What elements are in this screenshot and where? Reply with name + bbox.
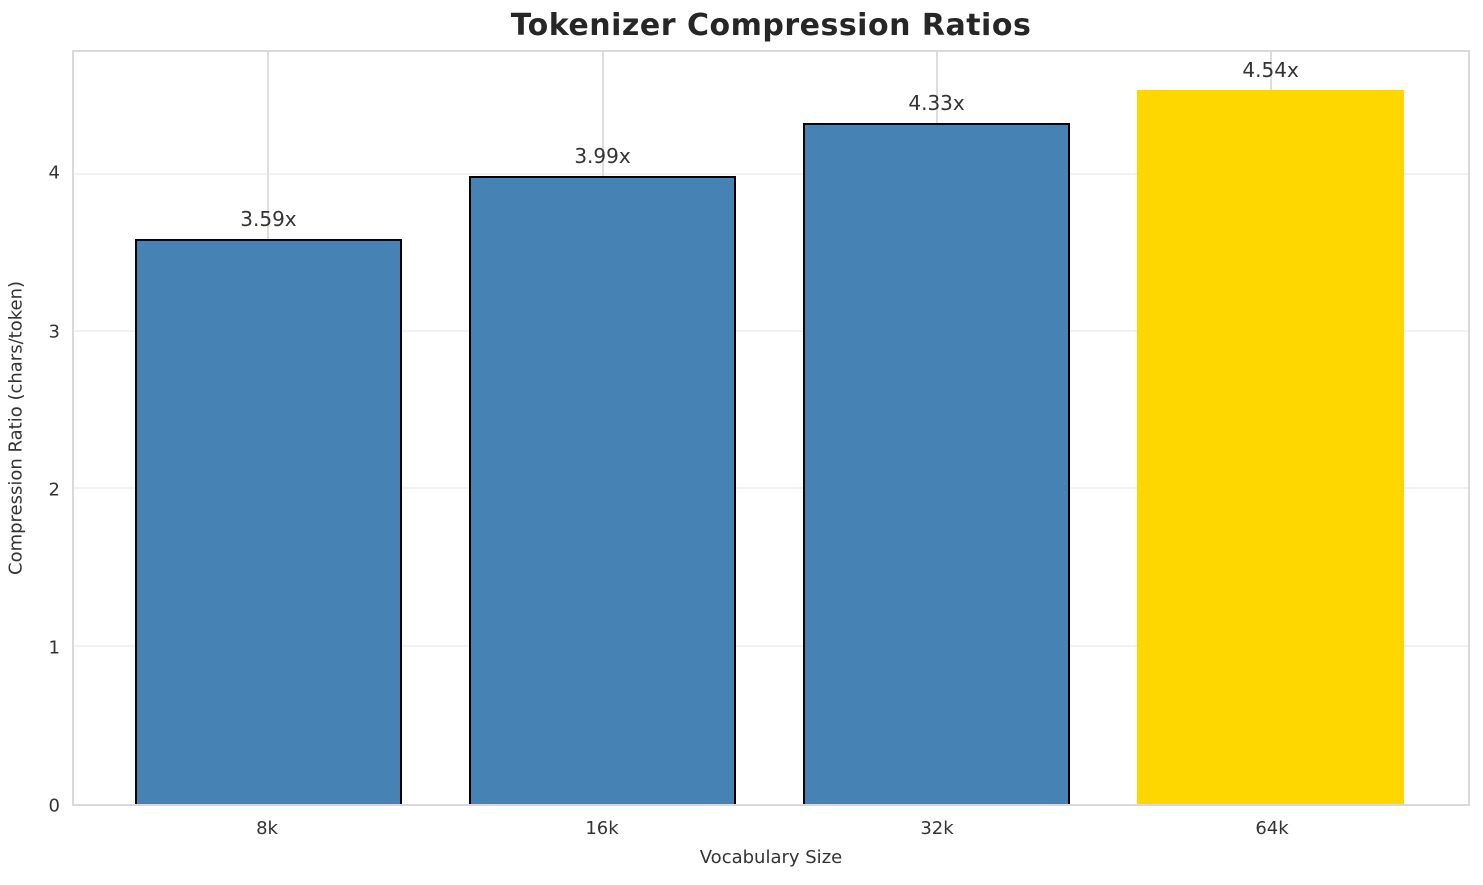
bar-value-label-16k: 3.99x bbox=[574, 144, 631, 169]
bar-16k bbox=[468, 176, 737, 804]
bar-value-label-8k: 3.59x bbox=[240, 207, 297, 232]
gridline-y-4 bbox=[74, 172, 1468, 175]
bar-value-label-32k: 4.33x bbox=[908, 90, 965, 115]
y-tick-4: 4 bbox=[48, 162, 60, 184]
y-tick-3: 3 bbox=[48, 321, 60, 343]
bar-64k bbox=[1136, 89, 1405, 804]
x-tick-64k: 64k bbox=[1255, 818, 1289, 839]
bar-value-label-64k: 4.54x bbox=[1242, 57, 1299, 82]
gridline-y-1 bbox=[74, 644, 1468, 647]
y-tick-1: 1 bbox=[48, 637, 60, 659]
x-tick-8k: 8k bbox=[256, 818, 278, 839]
chart-title: Tokenizer Compression Ratios bbox=[510, 8, 1032, 43]
y-tick-2: 2 bbox=[48, 479, 60, 501]
y-tick-0: 0 bbox=[48, 795, 60, 817]
plot-area: 3.59x 3.99x 4.33x 4.54x bbox=[72, 50, 1470, 806]
x-tick-16k: 16k bbox=[585, 818, 619, 839]
gridline-y-2 bbox=[74, 487, 1468, 490]
gridline-y-3 bbox=[74, 330, 1468, 333]
y-axis-title: Compression Ratio (chars/token) bbox=[5, 281, 27, 576]
x-tick-32k: 32k bbox=[920, 818, 954, 839]
bar-32k bbox=[802, 122, 1071, 804]
x-axis-title: Vocabulary Size bbox=[699, 847, 843, 868]
bar-8k bbox=[134, 239, 403, 804]
